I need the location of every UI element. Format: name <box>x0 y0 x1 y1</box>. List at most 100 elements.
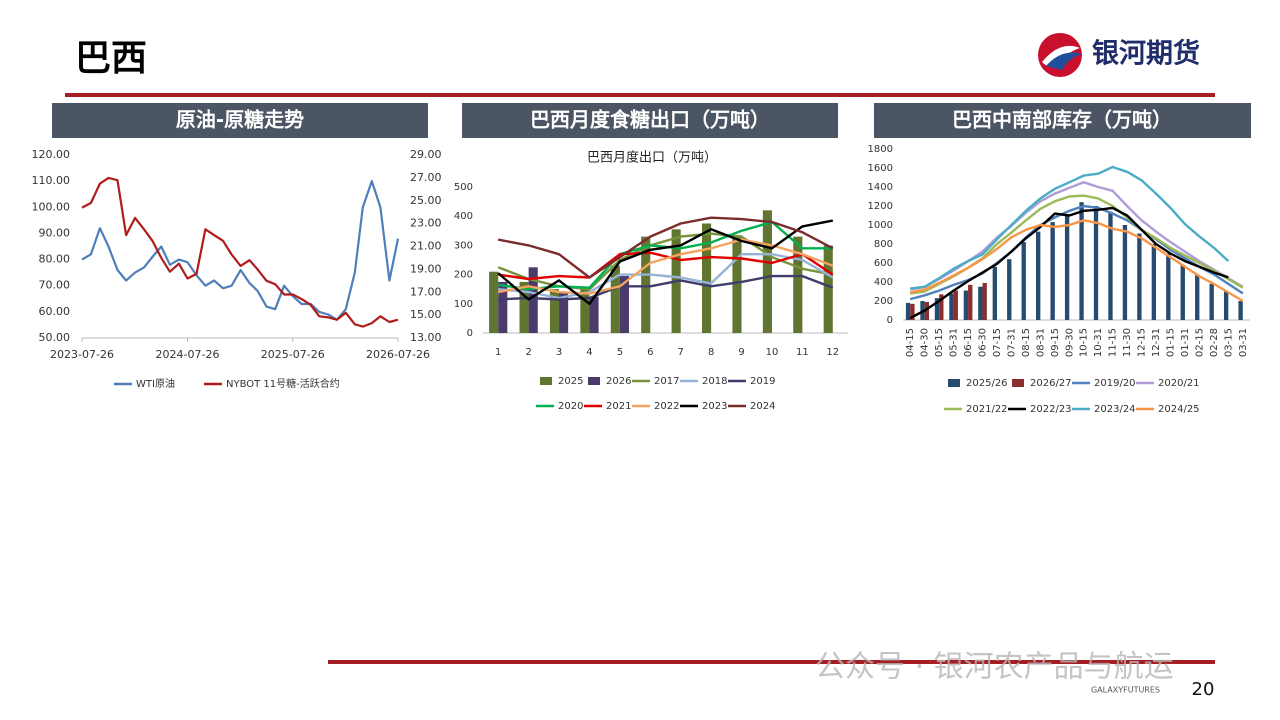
y-tick-label: 60.00 <box>39 305 71 318</box>
legend-label: 2019/20 <box>1094 378 1136 389</box>
legend-label: 2023 <box>702 401 727 412</box>
legend-swatch <box>948 379 960 387</box>
chart-title: 巴西中南部库存（万吨） <box>952 108 1172 132</box>
y-tick-label: 50.00 <box>39 331 71 344</box>
bar <box>1064 214 1070 320</box>
x-tick-label: 10 <box>766 347 779 358</box>
bar <box>1238 301 1243 320</box>
x-tick-label: 03-31 <box>1238 328 1249 357</box>
x-tick-label: 02-28 <box>1209 328 1220 357</box>
y2-tick-label: 13.00 <box>410 331 442 344</box>
x-tick-label: 9 <box>738 347 744 358</box>
bar <box>1007 259 1012 320</box>
bar <box>702 223 712 333</box>
y-tick-label: 200 <box>454 270 473 281</box>
x-tick-label: 08-15 <box>1021 328 1032 357</box>
legend-label: 2026 <box>606 376 631 387</box>
x-tick-label: 07-15 <box>992 328 1003 357</box>
series-line <box>498 274 834 301</box>
y-tick-label: 600 <box>874 258 893 269</box>
y-tick-label: 1400 <box>868 182 893 193</box>
x-tick-label: 1 <box>495 347 501 358</box>
logo-icon <box>1038 33 1082 77</box>
section-header <box>874 103 1251 138</box>
bar <box>1209 283 1214 320</box>
y2-tick-label: 23.00 <box>410 217 442 230</box>
x-tick-label: 11 <box>796 347 809 358</box>
x-tick-label: 12 <box>826 347 839 358</box>
x-tick-label: 09-30 <box>1064 328 1075 357</box>
x-tick-label: 12-15 <box>1137 328 1148 357</box>
y-tick-label: 500 <box>454 182 473 193</box>
legend-label: 2020/21 <box>1158 378 1200 389</box>
y-tick-label: 200 <box>874 296 893 307</box>
y-tick-label: 0 <box>887 315 893 326</box>
bar <box>939 294 944 320</box>
bar <box>1195 274 1200 320</box>
legend-label: 2025 <box>558 376 583 387</box>
y-tick-label: 100.00 <box>32 200 71 213</box>
page-title: 巴西 <box>75 38 147 79</box>
x-tick-label: 07-31 <box>1006 328 1017 357</box>
bar <box>619 276 629 333</box>
section-header <box>52 103 428 138</box>
y-tick-label: 70.00 <box>39 279 71 292</box>
legend-label: 2021 <box>606 401 631 412</box>
bar <box>1108 211 1113 320</box>
legend-label: 2022/23 <box>1030 404 1072 415</box>
bar <box>519 281 529 333</box>
bar <box>905 302 911 320</box>
y2-tick-label: 25.00 <box>410 194 442 207</box>
legend-label: 2023/24 <box>1094 404 1136 415</box>
series-line <box>910 165 1230 290</box>
series-line <box>498 251 834 281</box>
legend-label: 2024 <box>750 401 775 412</box>
bar <box>732 236 742 333</box>
x-tick-label: 2026-07-26 <box>366 348 430 361</box>
legend-label: 2024/25 <box>1158 404 1200 415</box>
y-tick-label: 1600 <box>868 163 893 174</box>
bar <box>978 286 983 320</box>
x-tick-label: 6 <box>647 347 653 358</box>
legend-label: 2017 <box>654 376 679 387</box>
x-tick-label: 2 <box>525 347 531 358</box>
bar <box>641 236 651 333</box>
series-line <box>81 176 399 328</box>
legend-label: 2018 <box>702 376 727 387</box>
y-tick-label: 80.00 <box>39 253 71 266</box>
x-tick-label: 5 <box>617 347 623 358</box>
series-line <box>910 194 1244 295</box>
bar <box>559 292 569 333</box>
bar <box>549 289 560 333</box>
x-tick-label: 11-15 <box>1108 328 1119 357</box>
bar <box>528 267 538 333</box>
bar <box>963 290 969 320</box>
y2-tick-label: 21.00 <box>410 240 442 253</box>
x-tick-label: 8 <box>708 347 714 358</box>
bar <box>580 287 590 333</box>
legend-swatch <box>588 377 600 385</box>
y-tick-label: 1000 <box>868 220 893 231</box>
series-line <box>909 206 1229 320</box>
legend-label: 2025/26 <box>966 378 1008 389</box>
bar <box>934 298 940 320</box>
series-line <box>497 219 834 305</box>
y-tick-label: 120.00 <box>32 148 71 161</box>
bar <box>823 245 833 333</box>
legend-swatch <box>1012 379 1024 387</box>
logo-text: 银河期货 <box>1092 38 1200 70</box>
x-tick-label: 2023-07-26 <box>50 348 114 361</box>
series-line <box>497 232 834 291</box>
legend-label: 2019 <box>750 376 775 387</box>
x-tick-label: 04-30 <box>920 328 931 357</box>
bar <box>982 282 987 320</box>
bar <box>489 271 499 333</box>
x-tick-label: 4 <box>586 347 592 358</box>
bar <box>1137 233 1142 320</box>
x-tick-label: 7 <box>678 347 684 358</box>
bar <box>498 281 508 333</box>
y-tick-label: 100 <box>454 299 473 310</box>
x-tick-label: 06-15 <box>963 328 974 357</box>
